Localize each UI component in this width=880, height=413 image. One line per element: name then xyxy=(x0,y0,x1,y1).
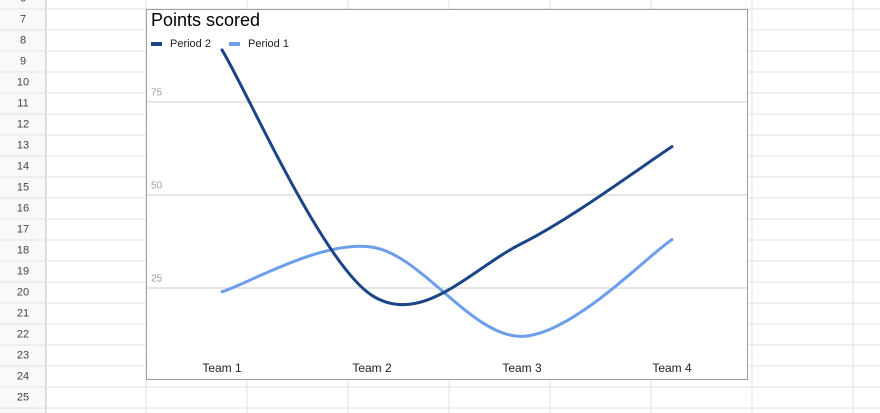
row-header-column xyxy=(0,0,46,413)
y-tick-label: 50 xyxy=(151,181,163,192)
row-number: 23 xyxy=(17,349,29,361)
y-tick-label: 75 xyxy=(151,88,163,99)
row-number: 17 xyxy=(17,223,29,235)
row-number: 12 xyxy=(17,118,29,130)
x-tick-label: Team 4 xyxy=(652,361,692,375)
row-number: 11 xyxy=(17,97,28,109)
chart-title: Points scored xyxy=(151,10,260,30)
row-number: 15 xyxy=(17,181,29,193)
row-number: 22 xyxy=(17,328,29,340)
row-number: 21 xyxy=(17,307,29,319)
chart[interactable]: Points scored 25 50 75 Team 1 Team 2 Team 3 Te… xyxy=(146,9,748,380)
x-tick-label: Team 2 xyxy=(352,361,392,375)
row-number: 16 xyxy=(17,202,29,214)
row-number: 19 xyxy=(17,265,29,277)
legend-label: Period 1 xyxy=(248,38,289,50)
row-number: 7 xyxy=(20,13,26,25)
row-number: 6 xyxy=(20,0,26,4)
series-line xyxy=(220,48,674,307)
x-tick-label: Team 1 xyxy=(202,361,242,375)
row-number: 8 xyxy=(20,34,26,46)
row-number: 10 xyxy=(17,76,29,88)
row-number: 13 xyxy=(17,139,29,151)
row-number: 25 xyxy=(17,391,29,403)
row-number: 9 xyxy=(20,55,26,67)
x-tick-label: Team 3 xyxy=(502,361,542,375)
row-number: 14 xyxy=(17,160,29,172)
row-number: 24 xyxy=(17,370,29,382)
y-tick-label: 25 xyxy=(151,274,163,285)
legend-label: Period 2 xyxy=(170,38,211,50)
row-number: 20 xyxy=(17,286,29,298)
series-line xyxy=(220,238,674,338)
row-number: 18 xyxy=(17,244,29,256)
